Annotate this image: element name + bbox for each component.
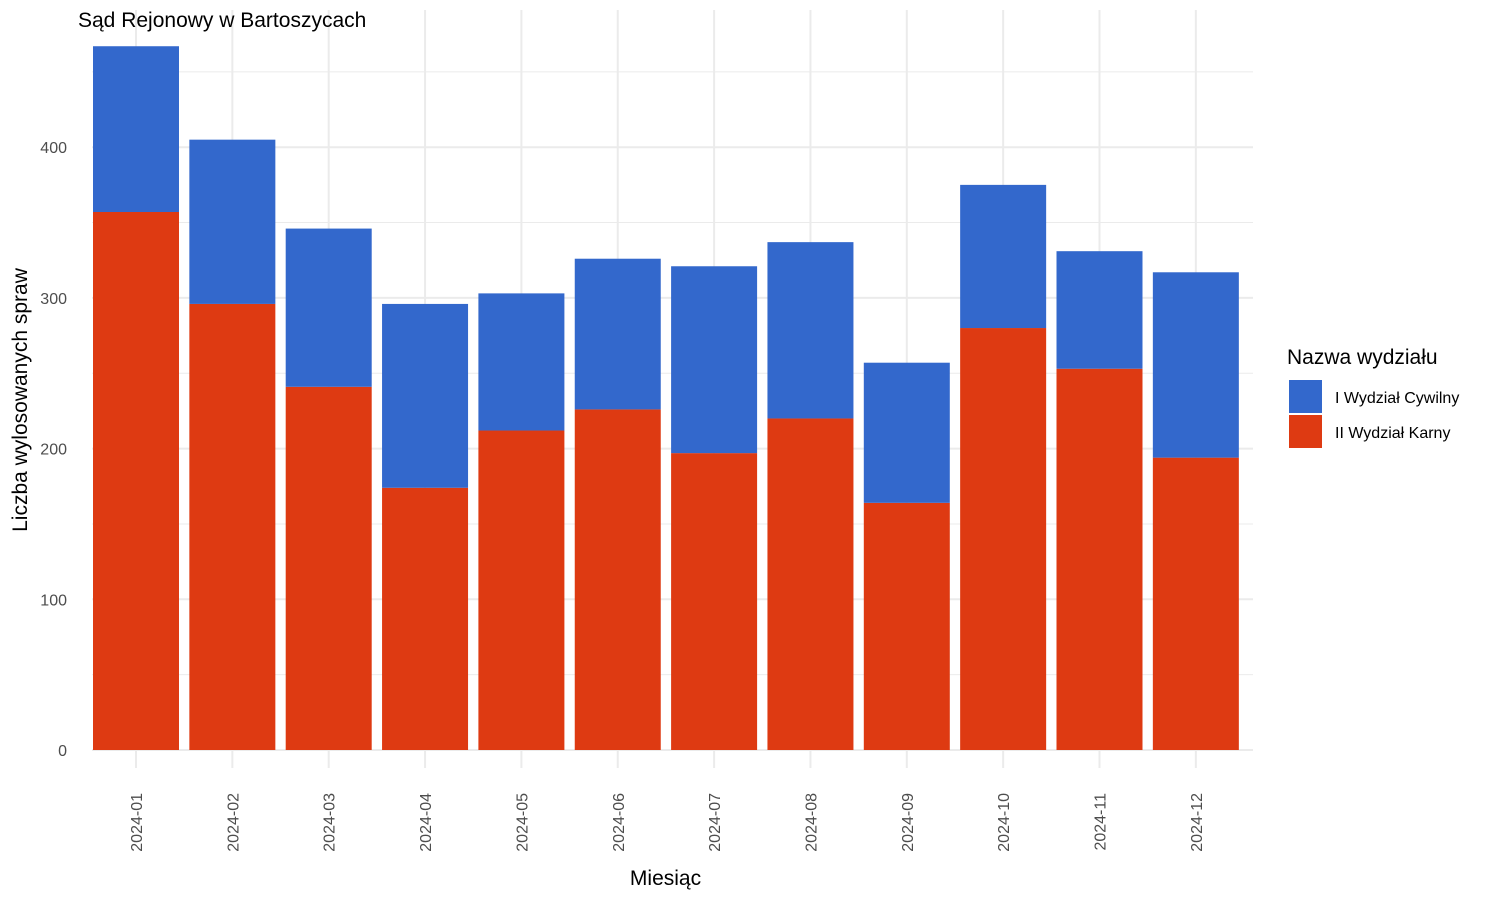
legend-label: II Wydział Karny — [1335, 425, 1450, 442]
bar-segment — [960, 328, 1047, 750]
bar-segment — [382, 303, 469, 488]
x-tick-label: 2024-06 — [611, 793, 628, 852]
legend-key — [1289, 380, 1322, 413]
bar-segment — [1152, 272, 1239, 458]
legend: Nazwa wydziału I Wydział Cywilny II Wydzi… — [1287, 346, 1459, 448]
y-tick-label: 200 — [40, 442, 67, 459]
x-tick-label: 2024-11 — [1093, 793, 1110, 851]
bar-segment — [671, 266, 758, 454]
x-tick-label: 2024-08 — [803, 793, 820, 852]
bar-segment — [1056, 368, 1143, 750]
bar-segment — [960, 184, 1047, 329]
bar-segment — [1152, 457, 1239, 750]
legend-title: Nazwa wydziału — [1287, 346, 1438, 369]
y-tick-label: 400 — [40, 140, 67, 157]
y-axis-title: Liczba wylosowanych spraw — [9, 267, 32, 532]
x-tick-label: 2024-04 — [418, 793, 435, 852]
bar-segment — [574, 409, 661, 750]
bar-segment — [1056, 251, 1143, 369]
x-axis-title: Miesiąc — [630, 867, 701, 890]
bar-segment — [189, 139, 276, 304]
y-tick-label: 300 — [40, 291, 67, 308]
x-tick-label: 2024-02 — [225, 793, 242, 852]
bar-segment — [671, 453, 758, 750]
bar-segment — [767, 418, 854, 750]
x-tick-label: 2024-01 — [129, 793, 146, 852]
bar-segment — [863, 502, 950, 750]
x-tick-label: 2024-12 — [1189, 793, 1206, 852]
legend-label: I Wydział Cywilny — [1335, 390, 1459, 407]
bar-segment — [382, 487, 469, 750]
x-tick-label: 2024-09 — [900, 793, 917, 852]
axes: 0 100 200 300 400 2024-01 2024-02 2024-03 2024-0… — [40, 140, 1206, 852]
bar-segment — [863, 362, 950, 503]
x-tick-label: 2024-07 — [707, 793, 724, 852]
bars — [93, 46, 1239, 751]
bar-segment — [93, 212, 179, 751]
x-tick-label: 2024-05 — [514, 793, 531, 852]
x-tick-label: 2024-10 — [996, 793, 1013, 852]
bar-segment — [767, 242, 854, 419]
chart-title: Sąd Rejonowy w Bartoszycach — [78, 9, 366, 32]
y-tick-label: 0 — [58, 743, 67, 760]
y-tick-label: 100 — [40, 592, 67, 609]
bar-segment — [574, 258, 661, 410]
bar-segment — [189, 303, 276, 750]
bar-segment — [285, 228, 372, 387]
bar-segment — [478, 293, 565, 431]
bar-segment — [478, 430, 565, 750]
bar-segment — [285, 386, 372, 750]
x-tick-label: 2024-03 — [322, 793, 339, 852]
legend-key — [1289, 415, 1322, 448]
bar-segment — [93, 46, 179, 213]
